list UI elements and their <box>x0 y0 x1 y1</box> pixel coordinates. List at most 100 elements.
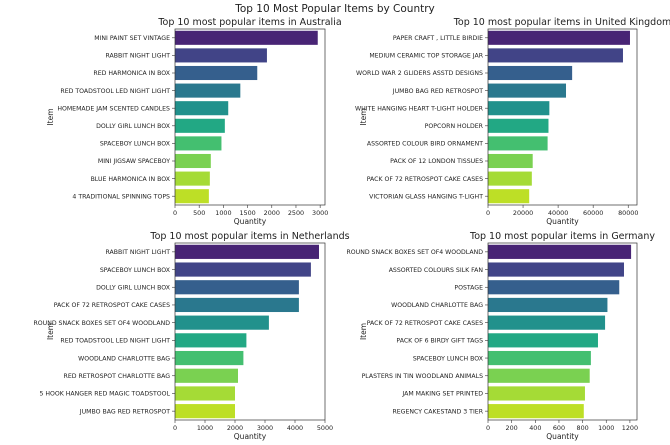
category-label: WHITE HANGING HEART T-LIGHT HOLDER <box>355 105 484 112</box>
bar-pack-of-72-retrospot-cake-cases <box>488 171 532 186</box>
category-label: PACK OF 72 RETROSPOT CAKE CASES <box>367 176 483 183</box>
category-label: WOODLAND CHARLOTTE BAG <box>78 355 170 362</box>
category-label: DOLLY GIRL LUNCH BOX <box>96 123 171 130</box>
x-tick-label: 1000 <box>598 424 614 432</box>
category-label: 5 HOOK HANGER RED MAGIC TOADSTOOL <box>39 391 170 398</box>
bar-mini-jigsaw-spaceboy <box>175 153 211 169</box>
x-tick-label: 80000 <box>618 209 638 217</box>
bar-red-toadstool-led-night-light <box>175 333 247 348</box>
category-label: PACK OF 6 BIRDY GIFT TAGS <box>396 338 483 345</box>
category-label: PAPER CRAFT , LITTLE BIRDIE <box>393 35 483 42</box>
x-axis-label: Quantity <box>234 217 267 226</box>
category-label: ASSORTED COLOUR BIRD ORNAMENT <box>367 141 483 148</box>
bar-jumbo-bag-red-retrospot <box>488 83 567 98</box>
x-tick-label: 0 <box>486 424 490 432</box>
category-label: MINI JIGSAW SPACEBOY <box>98 158 170 165</box>
plot-frame <box>487 242 638 421</box>
bar-spaceboy-lunch-box <box>175 136 222 151</box>
bar-round-snack-boxes-set-of4-woodland <box>488 244 632 259</box>
category-label: JUMBO BAG RED RETROSPOT <box>392 88 483 95</box>
y-axis-label: Item <box>46 108 55 125</box>
category-label: RED RETROSPOT CHARLOTTE BAG <box>64 373 171 380</box>
category-label: POPCORN HOLDER <box>425 123 484 130</box>
bar-jam-making-set-printed <box>488 386 585 401</box>
category-label: ROUND SNACK BOXES SET OF4 WOODLAND <box>347 249 484 256</box>
bar-popcorn-holder <box>488 118 549 133</box>
category-label: RED TOADSTOOL LED NIGHT LIGHT <box>60 338 170 345</box>
x-axis-label: Quantity <box>546 217 579 226</box>
x-tick-label: 2500 <box>288 209 304 217</box>
bar-medium-ceramic-top-storage-jar <box>488 48 623 63</box>
bar-red-retrospot-charlotte-bag <box>175 368 238 383</box>
category-label: MINI PAINT SET VINTAGE <box>94 35 170 42</box>
bar-assorted-colour-bird-ornament <box>488 136 548 151</box>
category-label: RED HARMONICA IN BOX <box>93 70 170 77</box>
figure-suptitle: Top 10 Most Popular Items by Country <box>234 3 435 15</box>
x-tick-label: 20000 <box>513 209 533 217</box>
x-tick-label: 800 <box>577 424 589 432</box>
bar-spaceboy-lunch-box <box>488 350 591 366</box>
bar-white-hanging-heart-t-light-holder <box>488 101 550 116</box>
bar-red-toadstool-led-night-light <box>175 83 241 98</box>
category-label: SPACEBOY LUNCH BOX <box>100 267 171 274</box>
x-tick-label: 0 <box>173 209 177 217</box>
category-label: DOLLY GIRL LUNCH BOX <box>96 284 171 291</box>
panel-title: Top 10 most popular items in United King… <box>453 17 670 28</box>
bar-assorted-colours-silk-fan <box>488 262 624 277</box>
category-label: ROUND SNACK BOXES SET OF4 WOODLAND <box>34 320 171 327</box>
plot-frame <box>174 242 326 421</box>
bar-world-war-2-gliders-asstd-designs <box>488 65 573 81</box>
category-label: REGENCY CAKESTAND 3 TIER <box>392 408 483 415</box>
plot-frame <box>487 28 638 206</box>
bar-5-hook-hanger-red-magic-toadstool <box>175 386 235 401</box>
category-label: RED TOADSTOOL LED NIGHT LIGHT <box>60 88 170 95</box>
x-tick-label: 0 <box>486 209 490 217</box>
category-label: ASSORTED COLOURS SILK FAN <box>389 267 484 274</box>
chart-panel-0: Top 10 most popular items in Australia MI… <box>46 17 342 226</box>
bar-red-harmonica-in-box <box>175 65 258 81</box>
x-tick-label: 40000 <box>548 209 568 217</box>
category-label: WORLD WAR 2 GLIDERS ASSTD DESIGNS <box>356 70 483 77</box>
bar-postage <box>488 280 620 295</box>
bar-rabbit-night-light <box>175 48 267 63</box>
panel-title: Top 10 most popular items in Germany <box>469 231 655 242</box>
x-tick-label: 2000 <box>264 209 280 217</box>
bar-blue-harmonica-in-box <box>175 171 210 186</box>
x-tick-label: 1200 <box>622 424 638 432</box>
category-label: PACK OF 72 RETROSPOT CAKE CASES <box>367 320 483 327</box>
bar-dolly-girl-lunch-box <box>175 118 225 133</box>
category-label: SPACEBOY LUNCH BOX <box>413 355 484 362</box>
chart-panel-1: Top 10 most popular items in United King… <box>355 17 670 226</box>
x-tick-label: 1000 <box>215 209 231 217</box>
bar-jumbo-bag-red-retrospot <box>175 404 235 419</box>
chart-panel-3: Top 10 most popular items in Germany ROUN… <box>347 231 656 441</box>
y-axis-label: Item <box>359 108 368 125</box>
category-label: JAM MAKING SET PRINTED <box>401 391 483 398</box>
bar-rabbit-night-light <box>175 244 319 259</box>
bar-round-snack-boxes-set-of4-woodland <box>175 315 269 330</box>
bar-spaceboy-lunch-box <box>175 262 311 277</box>
bar-pack-of-72-retrospot-cake-cases <box>488 315 606 330</box>
category-label: RABBIT NIGHT LIGHT <box>106 249 171 256</box>
x-tick-label: 500 <box>193 209 205 217</box>
panel-title: Top 10 most popular items in Australia <box>157 17 341 28</box>
category-label: POSTAGE <box>454 284 483 291</box>
x-axis-label: Quantity <box>234 432 267 441</box>
x-tick-label: 3000 <box>312 209 328 217</box>
panel-title: Top 10 most popular items in Netherlands <box>149 231 349 242</box>
category-label: VICTORIAN GLASS HANGING T-LIGHT <box>369 193 483 200</box>
y-axis-label: Item <box>359 323 368 340</box>
bar-homemade-jam-scented-candles <box>175 101 229 116</box>
bar-paper-craft-little-birdie <box>488 30 630 45</box>
y-axis-label: Item <box>46 323 55 340</box>
bar-plasters-in-tin-woodland-animals <box>488 368 590 383</box>
x-tick-label: 3000 <box>257 424 273 432</box>
category-label: SPACEBOY LUNCH BOX <box>100 141 171 148</box>
category-label: 4 TRADITIONAL SPINNING TOPS <box>72 193 170 200</box>
x-tick-label: 1000 <box>197 424 213 432</box>
category-label: PACK OF 12 LONDON TISSUES <box>390 158 483 165</box>
bar-mini-paint-set-vintage <box>175 30 318 45</box>
category-label: JUMBO BAG RED RETROSPOT <box>79 408 170 415</box>
